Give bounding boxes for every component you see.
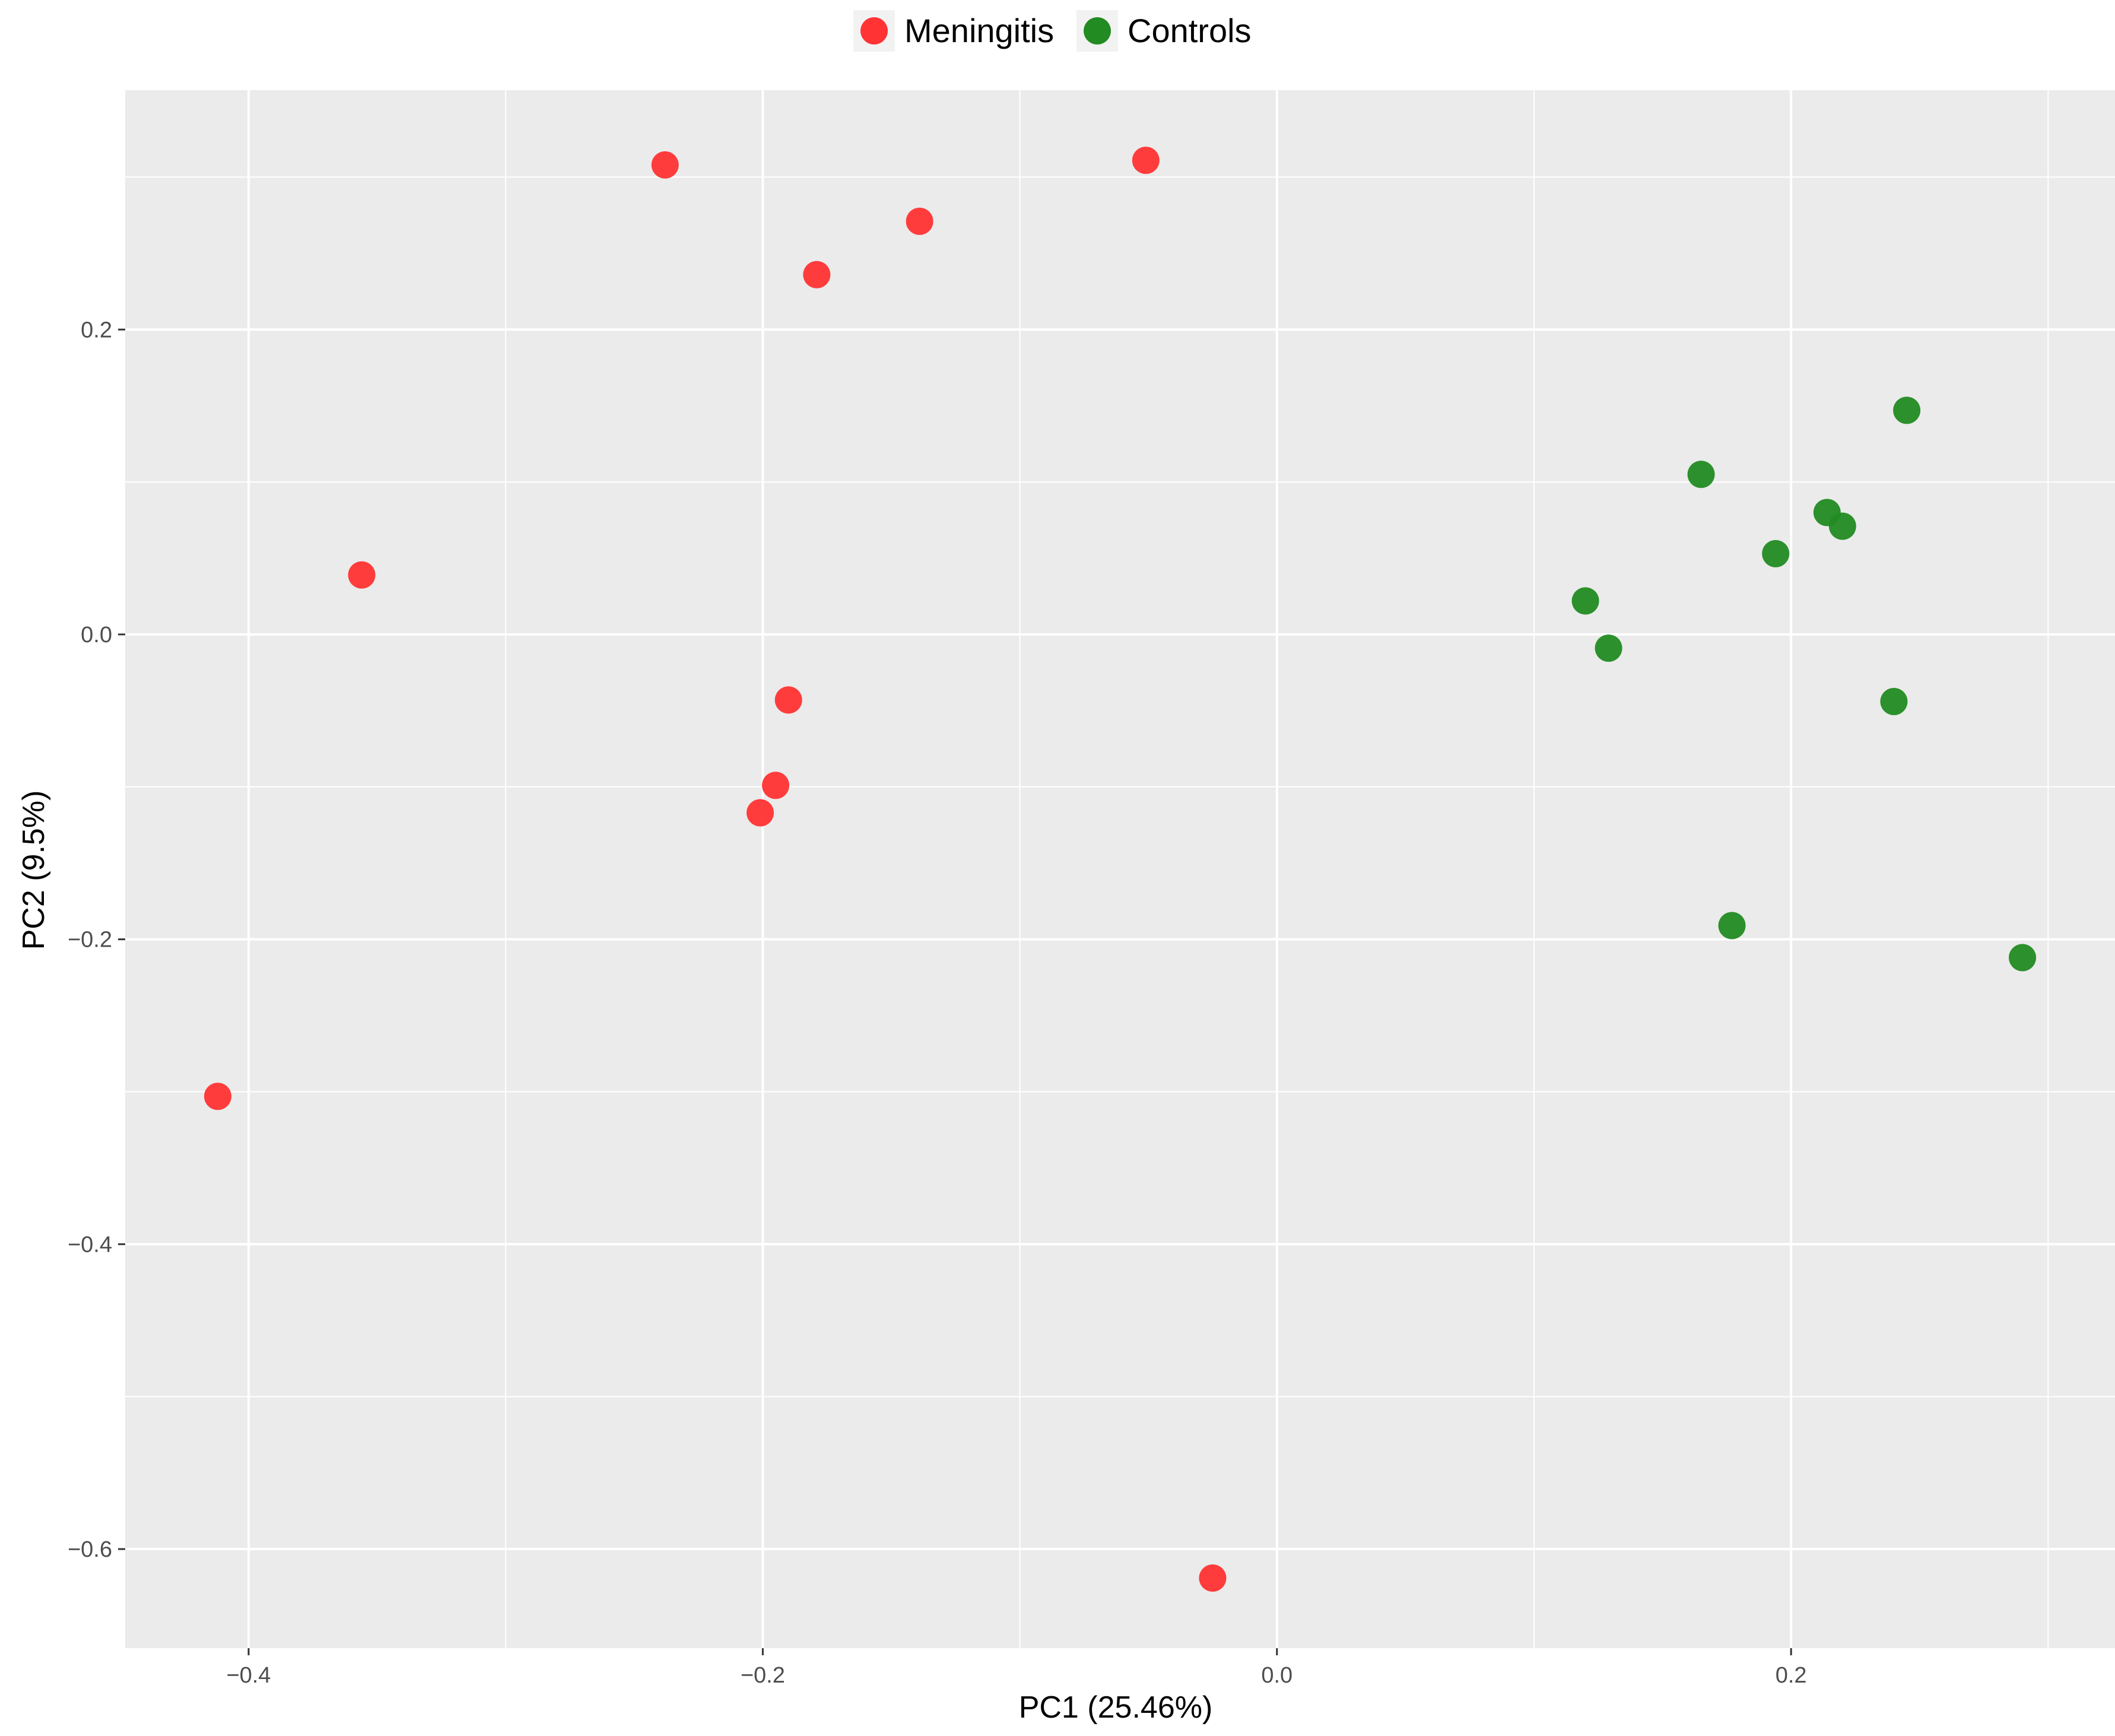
data-points bbox=[204, 147, 2037, 1592]
controls-point bbox=[1571, 587, 1599, 615]
y-tick-label: −0.4 bbox=[68, 1232, 112, 1257]
meningitis-point bbox=[803, 261, 831, 288]
meningitis-point bbox=[906, 207, 933, 235]
controls-point bbox=[1893, 396, 1921, 424]
controls-point bbox=[1718, 912, 1746, 940]
minor-gridlines bbox=[125, 90, 2115, 1648]
legend-label-controls: Controls bbox=[1128, 12, 1252, 49]
meningitis-point bbox=[1132, 147, 1160, 174]
controls-point bbox=[1880, 687, 1908, 715]
x-axis: −0.4 −0.2 0.0 0.2 bbox=[226, 1648, 1807, 1688]
meningitis-point bbox=[1199, 1564, 1227, 1592]
legend-item-meningitis[interactable]: Meningitis bbox=[853, 10, 1054, 52]
legend-label-meningitis: Meningitis bbox=[904, 12, 1054, 49]
meningitis-point bbox=[204, 1083, 231, 1110]
x-axis-label: PC1 (25.46%) bbox=[1019, 1690, 1213, 1725]
controls-point bbox=[1828, 512, 1856, 540]
y-tick-label: 0.0 bbox=[81, 623, 112, 648]
controls-point bbox=[1762, 539, 1790, 567]
x-tick-label: 0.0 bbox=[1261, 1663, 1292, 1688]
y-tick-label: −0.2 bbox=[68, 928, 112, 953]
controls-point bbox=[1687, 461, 1715, 488]
meningitis-point bbox=[348, 561, 376, 589]
meningitis-point bbox=[762, 772, 790, 799]
legend-marker-controls bbox=[1084, 17, 1111, 45]
legend-marker-meningitis bbox=[860, 17, 888, 45]
meningitis-point bbox=[651, 151, 679, 179]
y-axis: −0.6 −0.4 −0.2 0.0 0.2 bbox=[68, 318, 125, 1562]
y-tick-label: 0.2 bbox=[81, 318, 112, 342]
controls-point bbox=[1595, 634, 1622, 662]
meningitis-point bbox=[747, 799, 774, 827]
meningitis-point bbox=[774, 686, 802, 714]
legend[interactable]: Meningitis Controls bbox=[853, 10, 1252, 52]
y-axis-label: PC2 (9.5%) bbox=[17, 791, 51, 950]
y-tick-label: −0.6 bbox=[68, 1537, 112, 1562]
controls-point bbox=[2009, 944, 2037, 972]
x-tick-label: −0.2 bbox=[741, 1663, 785, 1688]
plot-panel bbox=[125, 90, 2115, 1648]
major-gridlines bbox=[125, 90, 2115, 1648]
x-tick-label: 0.2 bbox=[1776, 1663, 1807, 1688]
legend-item-controls[interactable]: Controls bbox=[1076, 10, 1252, 52]
x-tick-label: −0.4 bbox=[226, 1663, 271, 1688]
